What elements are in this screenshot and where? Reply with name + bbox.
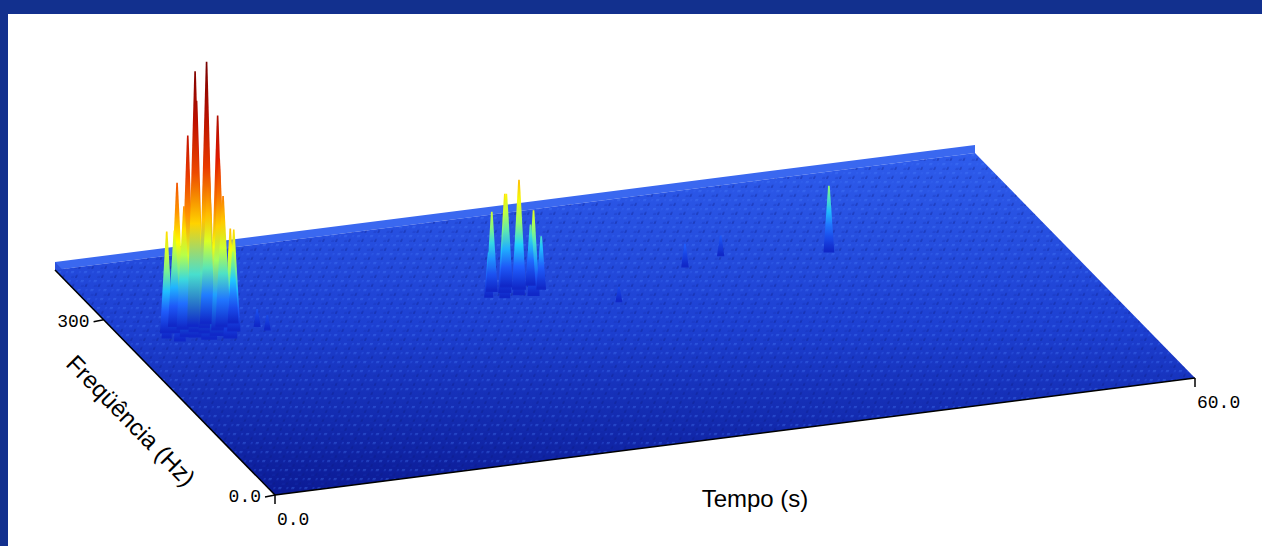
peak: [227, 251, 238, 323]
surface-floor: [55, 153, 1195, 495]
x-axis-line: [275, 378, 1195, 495]
surface-texture: [55, 153, 1195, 495]
peak: [525, 224, 535, 285]
page-ground: [8, 14, 1262, 546]
frame-band: [0, 0, 1262, 546]
x-tick-label: 0.0: [277, 510, 309, 530]
peak: [264, 315, 271, 331]
peak: [254, 309, 261, 327]
y-tick: [265, 495, 275, 497]
chart: 0.0 60.0 0.0 300 Tempo (s) Freqüência (Hz): [0, 0, 1262, 546]
x-axis-title: Tempo (s): [702, 485, 809, 512]
peaks: [160, 62, 834, 342]
x-tick: [1194, 378, 1196, 387]
peak: [512, 180, 526, 290]
y-tick-label: 0.0: [229, 487, 261, 507]
y-tick: [94, 320, 104, 322]
peak: [681, 244, 689, 268]
peak: [717, 235, 724, 256]
y-axis-line: [55, 270, 275, 495]
y-tick-label: 300: [57, 312, 89, 332]
peak: [486, 212, 498, 292]
peak: [227, 230, 240, 332]
y-axis-title: Freqüência (Hz): [61, 350, 201, 492]
peak: [615, 287, 622, 303]
peak: [824, 186, 835, 253]
x-tick-label: 60.0: [1197, 393, 1240, 413]
peak: [500, 194, 513, 288]
peak: [536, 236, 546, 289]
x-tick: [274, 495, 276, 504]
